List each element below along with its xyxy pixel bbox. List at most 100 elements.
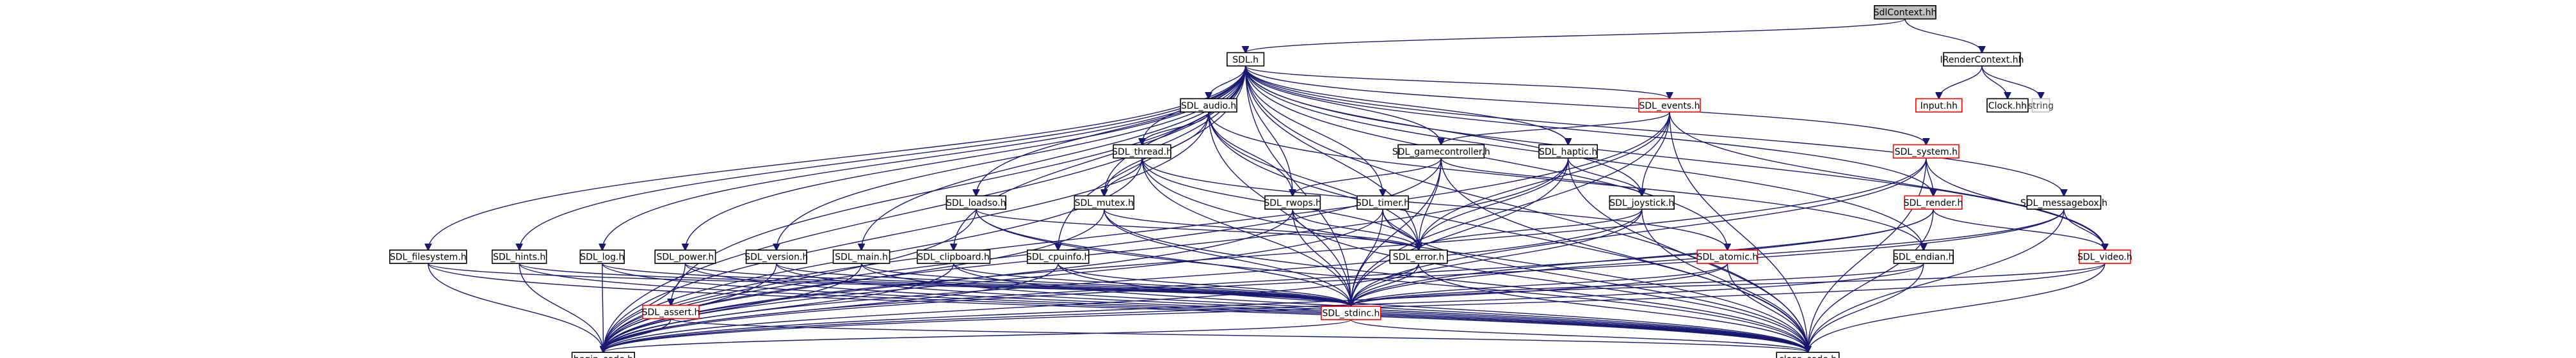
node-error[interactable]: SDL_error.h (1389, 249, 1448, 264)
edge-endian-to-begin (603, 263, 1924, 352)
node-clock[interactable]: Clock.hh (1986, 98, 2029, 113)
node-version[interactable]: SDL_version.h (745, 249, 808, 264)
node-system[interactable]: SDL_system.h (1892, 144, 1960, 159)
node-box-audio (1180, 98, 1237, 113)
node-timer[interactable]: SDL_timer.h (1356, 195, 1410, 210)
edge-messagebox-to-video (2063, 209, 2105, 250)
edge-stdinc-to-close (1350, 319, 1808, 352)
edge-cpuinfo-to-close (1058, 263, 1808, 352)
edge-error-to-close (1418, 263, 1808, 352)
edge-events-to-close (1669, 112, 1808, 352)
edge-clipboard-to-begin (603, 263, 954, 352)
node-input[interactable]: Input.hh (1915, 98, 1963, 113)
node-box-gamecontroller (1397, 144, 1485, 159)
edge-mutex-to-close (1104, 209, 1808, 352)
node-rwops[interactable]: SDL_rwops.h (1264, 195, 1321, 210)
edge-filesystem-to-begin (428, 263, 604, 352)
edge-stdinc-to-begin (603, 319, 1352, 352)
node-cpuinfo[interactable]: SDL_cpuinfo.h (1026, 249, 1090, 264)
edge-events-to-stdinc (1351, 112, 1670, 306)
edge-log-to-close (602, 263, 1808, 352)
node-label-error: SDL_error.h (1393, 253, 1444, 263)
node-video[interactable]: SDL_video.h (2077, 249, 2132, 264)
edge-messagebox-to-close (1808, 209, 2065, 352)
node-stdinc[interactable]: SDL_stdinc.h (1321, 306, 1381, 320)
edge-log-to-begin (602, 263, 604, 352)
node-begin[interactable]: begin_code.h (571, 352, 635, 358)
node-power[interactable]: SDL_power.h (654, 249, 716, 264)
node-box-close (1776, 352, 1840, 358)
edge-joystick-to-stdinc (1351, 209, 1643, 306)
node-clipboard[interactable]: SDL_clipboard.h (917, 249, 991, 264)
node-label-irender: IRenderContext.hh (1940, 55, 2024, 65)
node-endian[interactable]: SDL_endian.h (1893, 249, 1954, 264)
edge-irender-to-string (1981, 66, 2041, 98)
node-render[interactable]: SDL_render.h (1904, 195, 1963, 210)
node-box-sdl (1227, 52, 1265, 67)
node-atomic[interactable]: SDL_atomic.h (1696, 249, 1759, 264)
edge-mutex-to-error (1104, 208, 1419, 250)
edge-loadso-to-close (976, 209, 1808, 352)
node-filesystem[interactable]: SDL_filesystem.h (389, 249, 467, 264)
edge-sdlcontext-to-irender (1904, 19, 1982, 53)
node-box-string (2031, 98, 2050, 113)
edge-haptic-to-stdinc (1351, 158, 1569, 306)
edge-sdl-to-atomic (1244, 66, 1728, 250)
node-box-main (832, 249, 890, 264)
node-joystick[interactable]: SDL_joystick.h (1609, 195, 1675, 210)
edge-sdl-to-main (862, 66, 1246, 250)
node-messagebox[interactable]: SDL_messagebox.h (2020, 195, 2107, 210)
node-sdlcontext[interactable]: SdlContext.hh (1874, 5, 1937, 20)
edge-gamecontroller-to-close (1440, 158, 1808, 352)
edge-version-to-close (776, 263, 1808, 352)
node-sdl[interactable]: SDL.h (1227, 52, 1265, 67)
node-label-main: SDL_main.h (835, 253, 888, 263)
edge-thread-to-close (1141, 158, 1808, 352)
edge-system-to-video (1926, 158, 2105, 250)
edge-joystick-to-close (1641, 209, 1808, 352)
node-events[interactable]: SDL_events.h (1638, 98, 1701, 113)
node-box-render (1904, 195, 1963, 210)
edge-sdlcontext-to-sdl (1246, 18, 1906, 53)
node-label-stdinc: SDL_stdinc.h (1322, 309, 1380, 319)
node-haptic[interactable]: SDL_haptic.h (1538, 144, 1598, 159)
node-box-loadso (946, 195, 1007, 210)
node-hints[interactable]: SDL_hints.h (491, 249, 547, 264)
edge-clipboard-to-stdinc (953, 263, 1351, 306)
edge-audio-to-begin (603, 112, 1209, 352)
edge-joystick-to-begin (603, 209, 1643, 352)
node-box-rwops (1264, 195, 1321, 210)
node-log[interactable]: SDL_log.h (579, 249, 625, 264)
node-label-events: SDL_events.h (1639, 101, 1700, 111)
node-box-filesystem (389, 249, 467, 264)
edge-sdl-to-haptic (1244, 66, 1568, 144)
edge-cpuinfo-to-stdinc (1058, 263, 1351, 306)
node-close[interactable]: close_code.h (1776, 352, 1840, 358)
edge-power-to-stdinc (684, 263, 1351, 306)
node-box-endian (1893, 249, 1954, 264)
node-irender[interactable]: IRenderContext.hh (1940, 52, 2024, 67)
node-loadso[interactable]: SDL_loadso.h (946, 195, 1007, 210)
edge-thread-to-atomic (1141, 158, 1727, 250)
edge-rwops-to-close (1292, 209, 1808, 352)
edge-rwops-to-begin (603, 209, 1293, 352)
edge-endian-to-stdinc (1351, 263, 1924, 306)
edge-sdl-to-assert (671, 66, 1246, 305)
node-mutex[interactable]: SDL_mutex.h (1074, 195, 1135, 210)
edge-audio-to-rwops (1208, 112, 1292, 196)
node-label-endian: SDL_endian.h (1893, 253, 1954, 263)
node-assert[interactable]: SDL_assert.h (642, 304, 700, 320)
edge-version-to-stdinc (776, 263, 1351, 306)
edge-atomic-to-close (1727, 263, 1808, 352)
node-box-messagebox (2026, 195, 2102, 210)
node-label-sdlcontext: SdlContext.hh (1874, 8, 1937, 18)
node-thread[interactable]: SDL_thread.h (1112, 144, 1172, 159)
node-box-irender (1943, 52, 2021, 67)
node-main[interactable]: SDL_main.h (832, 249, 890, 264)
node-audio[interactable]: SDL_audio.h (1180, 98, 1237, 113)
edge-timer-to-stdinc (1351, 209, 1383, 306)
edge-timer-to-begin (603, 209, 1383, 352)
node-label-joystick: SDL_joystick.h (1609, 198, 1674, 208)
node-gamecontroller[interactable]: SDL_gamecontroller.h (1392, 144, 1490, 159)
